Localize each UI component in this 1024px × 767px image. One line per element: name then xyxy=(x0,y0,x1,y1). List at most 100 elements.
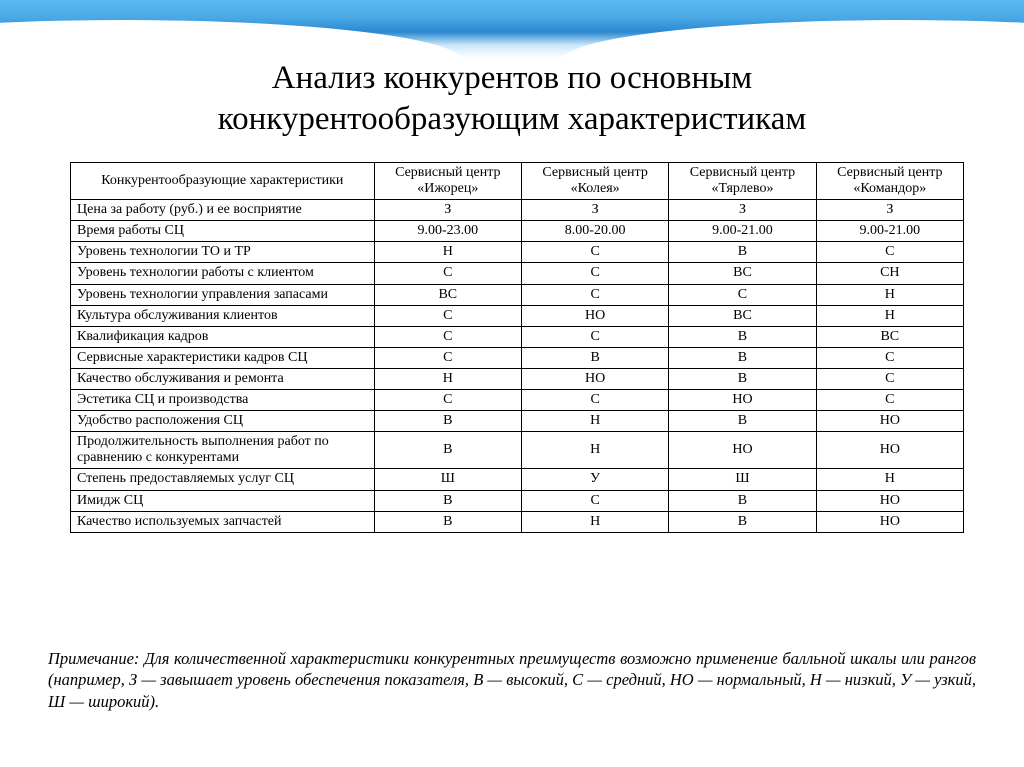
row-value: Н xyxy=(374,242,521,263)
row-label: Продолжительность выполнения работ по ср… xyxy=(71,432,375,469)
row-value: В xyxy=(669,368,816,389)
slide-title: Анализ конкурентов по основным конкурент… xyxy=(0,58,1024,141)
table-row: Время работы СЦ9.00-23.008.00-20.009.00-… xyxy=(71,221,964,242)
row-value: Ш xyxy=(374,469,521,490)
row-label: Степень предоставляемых услуг СЦ xyxy=(71,469,375,490)
row-value: С xyxy=(521,490,668,511)
row-value: В xyxy=(669,242,816,263)
row-value: С xyxy=(374,390,521,411)
row-label: Качество используемых запчастей xyxy=(71,511,375,532)
row-value: С xyxy=(521,390,668,411)
row-value: Н xyxy=(374,368,521,389)
row-value: В xyxy=(521,347,668,368)
row-label: Имидж СЦ xyxy=(71,490,375,511)
title-line2: конкурентообразующим характеристикам xyxy=(218,101,807,137)
header-center-3: Сервисный центр «Тярлево» xyxy=(669,163,816,200)
row-value: В xyxy=(374,490,521,511)
row-value: В xyxy=(374,411,521,432)
row-label: Уровень технологии ТО и ТР xyxy=(71,242,375,263)
header-center-1: Сервисный центр «Ижорец» xyxy=(374,163,521,200)
row-label: Время работы СЦ xyxy=(71,221,375,242)
header-center-4: Сервисный центр «Командор» xyxy=(816,163,963,200)
table-row: Качество используемых запчастейВНВНО xyxy=(71,511,964,532)
table-row: Сервисные характеристики кадров СЦСВВС xyxy=(71,347,964,368)
table-row: Уровень технологии управления запасамиВС… xyxy=(71,284,964,305)
row-value: С xyxy=(816,368,963,389)
row-label: Квалификация кадров xyxy=(71,326,375,347)
table-body: Цена за работу (руб.) и ее восприятиеЗЗЗ… xyxy=(71,200,964,533)
row-value: З xyxy=(669,200,816,221)
row-value: Н xyxy=(521,432,668,469)
row-value: В xyxy=(669,347,816,368)
table-row: Степень предоставляемых услуг СЦШУШН xyxy=(71,469,964,490)
row-value: НО xyxy=(816,411,963,432)
table-row: Цена за работу (руб.) и ее восприятиеЗЗЗ… xyxy=(71,200,964,221)
row-value: ВС xyxy=(816,326,963,347)
row-value: Ш xyxy=(669,469,816,490)
row-value: Н xyxy=(521,411,668,432)
row-value: У xyxy=(521,469,668,490)
row-value: С xyxy=(374,326,521,347)
row-value: С xyxy=(816,347,963,368)
row-label: Уровень технологии управления запасами xyxy=(71,284,375,305)
table-row: Качество обслуживания и ремонтаННОВС xyxy=(71,368,964,389)
row-value: В xyxy=(669,490,816,511)
footnote: Примечание: Для количественной характери… xyxy=(48,648,976,712)
table-row: Культура обслуживания клиентовСНОВСН xyxy=(71,305,964,326)
row-value: З xyxy=(374,200,521,221)
row-value: Н xyxy=(816,469,963,490)
row-value: З xyxy=(521,200,668,221)
row-value: С xyxy=(521,326,668,347)
row-value: С xyxy=(521,242,668,263)
row-value: В xyxy=(374,511,521,532)
row-value: НО xyxy=(816,490,963,511)
footnote-body: Для количественной характеристики конкур… xyxy=(48,649,976,711)
row-value: 9.00-23.00 xyxy=(374,221,521,242)
table-row: Квалификация кадровССВВС xyxy=(71,326,964,347)
row-value: В xyxy=(669,326,816,347)
row-label: Качество обслуживания и ремонта xyxy=(71,368,375,389)
row-value: З xyxy=(816,200,963,221)
row-value: С xyxy=(374,305,521,326)
row-value: НО xyxy=(669,432,816,469)
table-row: Имидж СЦВСВНО xyxy=(71,490,964,511)
comparison-table: Конкурентообразующие характеристики Серв… xyxy=(70,162,964,533)
table-row: Продолжительность выполнения работ по ср… xyxy=(71,432,964,469)
row-value: ВС xyxy=(374,284,521,305)
row-value: С xyxy=(816,242,963,263)
top-banner xyxy=(0,0,1024,58)
row-label: Сервисные характеристики кадров СЦ xyxy=(71,347,375,368)
row-value: 8.00-20.00 xyxy=(521,221,668,242)
row-value: ВС xyxy=(669,305,816,326)
row-value: СН xyxy=(816,263,963,284)
row-value: НО xyxy=(521,305,668,326)
row-label: Уровень технологии работы с клиентом xyxy=(71,263,375,284)
row-value: 9.00-21.00 xyxy=(669,221,816,242)
row-value: Н xyxy=(816,284,963,305)
row-value: С xyxy=(374,263,521,284)
table-row: Уровень технологии ТО и ТРНСВС xyxy=(71,242,964,263)
row-value: Н xyxy=(521,511,668,532)
title-line1: Анализ конкурентов по основным xyxy=(272,60,752,96)
row-value: НО xyxy=(669,390,816,411)
footnote-lead: Примечание: xyxy=(48,649,144,668)
comparison-table-wrap: Конкурентообразующие характеристики Серв… xyxy=(70,162,964,533)
row-value: В xyxy=(374,432,521,469)
row-value: Н xyxy=(816,305,963,326)
table-row: Удобство расположения СЦВНВНО xyxy=(71,411,964,432)
row-label: Цена за работу (руб.) и ее восприятие xyxy=(71,200,375,221)
row-value: В xyxy=(669,411,816,432)
row-value: С xyxy=(521,263,668,284)
row-value: ВС xyxy=(669,263,816,284)
row-value: С xyxy=(374,347,521,368)
header-center-2: Сервисный центр «Колея» xyxy=(521,163,668,200)
row-value: В xyxy=(669,511,816,532)
row-value: С xyxy=(521,284,668,305)
row-label: Культура обслуживания клиентов xyxy=(71,305,375,326)
row-value: С xyxy=(669,284,816,305)
table-head: Конкурентообразующие характеристики Серв… xyxy=(71,163,964,200)
row-value: 9.00-21.00 xyxy=(816,221,963,242)
row-value: НО xyxy=(816,432,963,469)
table-row: Уровень технологии работы с клиентомССВС… xyxy=(71,263,964,284)
table-row: Эстетика СЦ и производстваССНОС xyxy=(71,390,964,411)
